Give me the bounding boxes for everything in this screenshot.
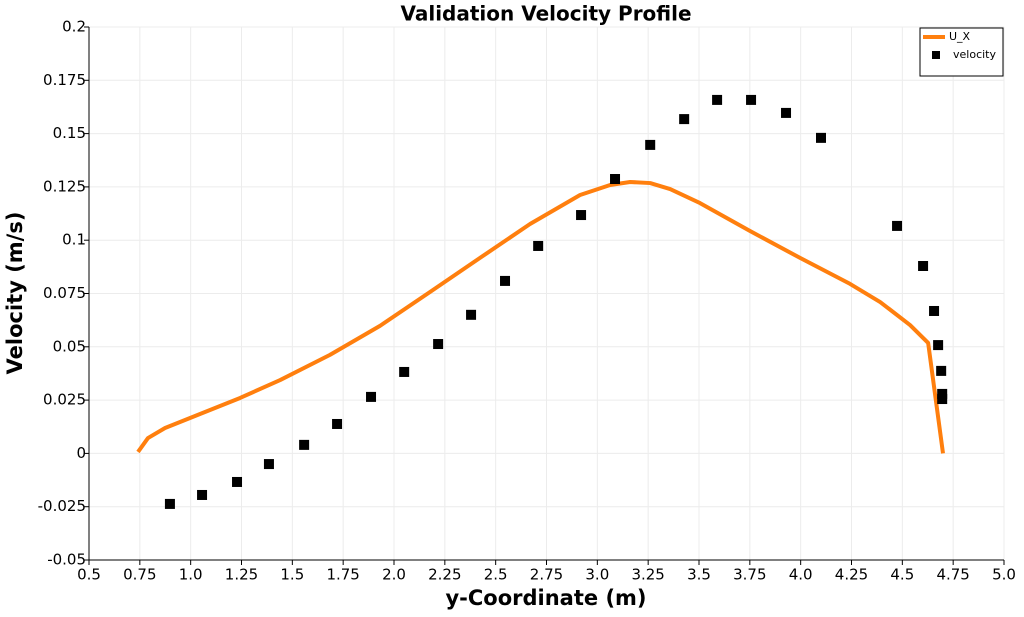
y-tick-label: 0.05	[53, 337, 86, 355]
x-tick-label: 2.5	[484, 566, 508, 584]
line	[136, 179, 945, 454]
point	[936, 365, 947, 376]
point	[533, 240, 544, 251]
x-tick-label: 3.25	[631, 566, 664, 584]
point	[164, 498, 175, 509]
point	[918, 260, 929, 271]
point	[937, 388, 948, 399]
legend-swatch	[932, 51, 940, 59]
x-tick-label: 1.75	[326, 566, 359, 584]
point	[433, 339, 444, 350]
point	[500, 275, 511, 286]
y-tick-label: 0.025	[43, 391, 86, 409]
x-tick-label: 5.0	[992, 566, 1016, 584]
point	[781, 107, 792, 118]
point	[712, 94, 723, 105]
x-tick-label: 1.5	[280, 566, 304, 584]
y-tick-label: 0.175	[43, 71, 86, 89]
x-tick-label: 2.0	[382, 566, 406, 584]
point	[466, 309, 477, 320]
chart-title: Validation Velocity Profile	[400, 2, 691, 26]
x-tick-label: 0.75	[123, 566, 156, 584]
point	[232, 476, 243, 487]
x-tick-label: 2.25	[428, 566, 461, 584]
y-tick-label: 0.125	[43, 177, 86, 195]
point	[892, 220, 903, 231]
x-tick-label: 4.5	[890, 566, 914, 584]
y-tick-label: -0.05	[47, 551, 86, 569]
point	[610, 174, 621, 185]
point	[263, 459, 274, 470]
x-tick-label: 1.25	[225, 566, 258, 584]
x-tick-label: 3.0	[585, 566, 609, 584]
y-tick-label: 0	[76, 444, 86, 462]
x-tick-label: 4.75	[936, 566, 969, 584]
y-tick-label: 0.2	[62, 18, 86, 36]
x-tick-label: 3.75	[733, 566, 766, 584]
x-tick-label: 1.0	[179, 566, 203, 584]
x-axis-label: y-Coordinate (m)	[445, 586, 646, 610]
point	[366, 391, 377, 402]
point	[816, 132, 826, 143]
x-tick-label: 0.5	[77, 566, 101, 584]
point	[299, 439, 310, 450]
point	[746, 94, 757, 105]
point	[645, 139, 656, 150]
legend-label: U_X	[949, 30, 971, 43]
point	[197, 489, 208, 500]
x-tick-label: 4.25	[835, 566, 868, 584]
legend-label: velocity	[953, 48, 996, 61]
y-axis-label: Velocity (m/s)	[3, 212, 27, 375]
x-tick-label: 3.5	[687, 566, 711, 584]
point	[576, 210, 587, 221]
point	[933, 340, 944, 351]
point	[332, 418, 343, 429]
y-tick-label: 0.1	[62, 231, 86, 249]
point	[937, 394, 948, 405]
point	[399, 366, 410, 377]
y-tick-label: -0.025	[38, 497, 86, 515]
x-tick-label: 4.0	[789, 566, 813, 584]
y-tick-label: 0.15	[53, 124, 86, 142]
point	[679, 114, 690, 125]
y-tick-label: 0.075	[43, 284, 86, 302]
x-tick-label: 2.75	[530, 566, 563, 584]
point	[929, 305, 940, 316]
